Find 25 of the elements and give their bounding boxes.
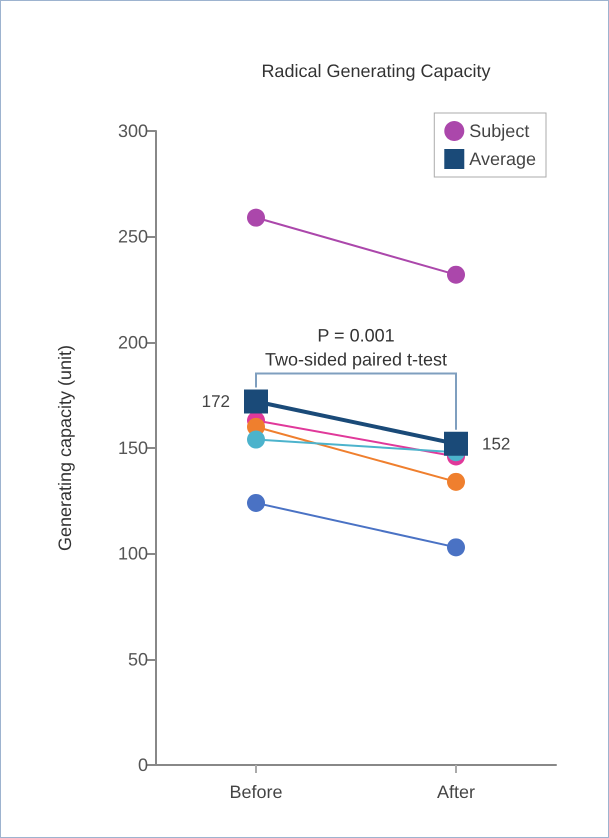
x-tick-label: Before: [229, 782, 283, 802]
x-tick-label: After: [436, 782, 476, 802]
annotation: P = 0.001: [317, 326, 395, 346]
y-tick-label: 50: [128, 649, 148, 670]
y-tick-label: 300: [118, 121, 148, 141]
data-label: 152: [482, 434, 510, 454]
legend-label: Subject: [469, 121, 530, 141]
y-tick-label: 100: [118, 544, 148, 564]
y-tick-label: 250: [118, 226, 148, 247]
point: [447, 538, 465, 556]
y-tick-label: 200: [118, 332, 148, 352]
point: [444, 432, 468, 456]
point: [247, 430, 265, 449]
y-axis-title: Generating capacity (unit): [55, 344, 75, 552]
data-label: 172: [202, 392, 230, 412]
point: [247, 494, 265, 512]
point: [447, 472, 465, 491]
y-tick-label: 0: [138, 755, 148, 775]
point: [247, 208, 265, 227]
point: [244, 390, 268, 414]
legend-label: Average: [469, 149, 536, 169]
point: [447, 266, 465, 284]
y-tick-label: 150: [118, 438, 148, 458]
chart-title: Radical Generating Capacity: [261, 61, 491, 81]
annotation: Two-sided paired t-test: [264, 350, 448, 370]
